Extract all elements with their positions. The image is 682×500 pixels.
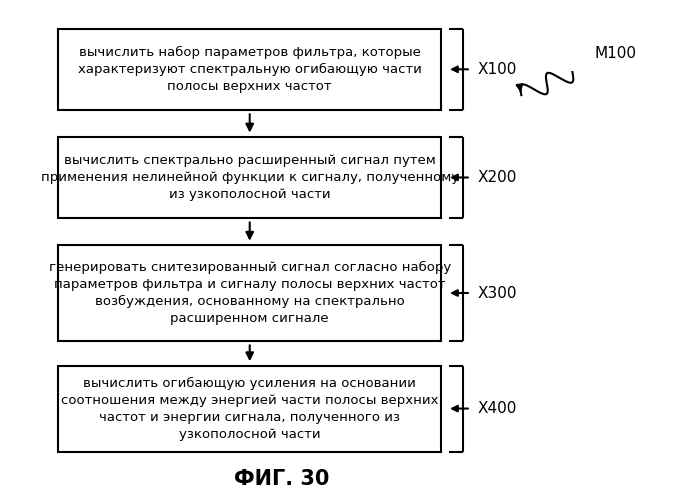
Text: ФИГ. 30: ФИГ. 30 <box>234 468 329 488</box>
Text: вычислить набор параметров фильтра, которые
характеризуют спектральную огибающую: вычислить набор параметров фильтра, кото… <box>78 46 421 93</box>
Text: генерировать снитезированный сигнал согласно набору
параметров фильтра и сигналу: генерировать снитезированный сигнал согл… <box>48 261 451 325</box>
Text: X200: X200 <box>477 170 516 185</box>
FancyBboxPatch shape <box>58 137 441 218</box>
Text: X100: X100 <box>477 62 516 77</box>
Text: вычислить огибающую усиления на основании
соотношения между энергией части полос: вычислить огибающую усиления на основани… <box>61 376 439 440</box>
FancyBboxPatch shape <box>58 28 441 110</box>
FancyBboxPatch shape <box>58 366 441 452</box>
FancyBboxPatch shape <box>58 245 441 341</box>
Text: вычислить спектрально расширенный сигнал путем
применения нелинейной функции к с: вычислить спектрально расширенный сигнал… <box>41 154 459 201</box>
Text: X400: X400 <box>477 401 516 416</box>
Text: X300: X300 <box>477 286 517 300</box>
Text: M100: M100 <box>595 46 637 61</box>
